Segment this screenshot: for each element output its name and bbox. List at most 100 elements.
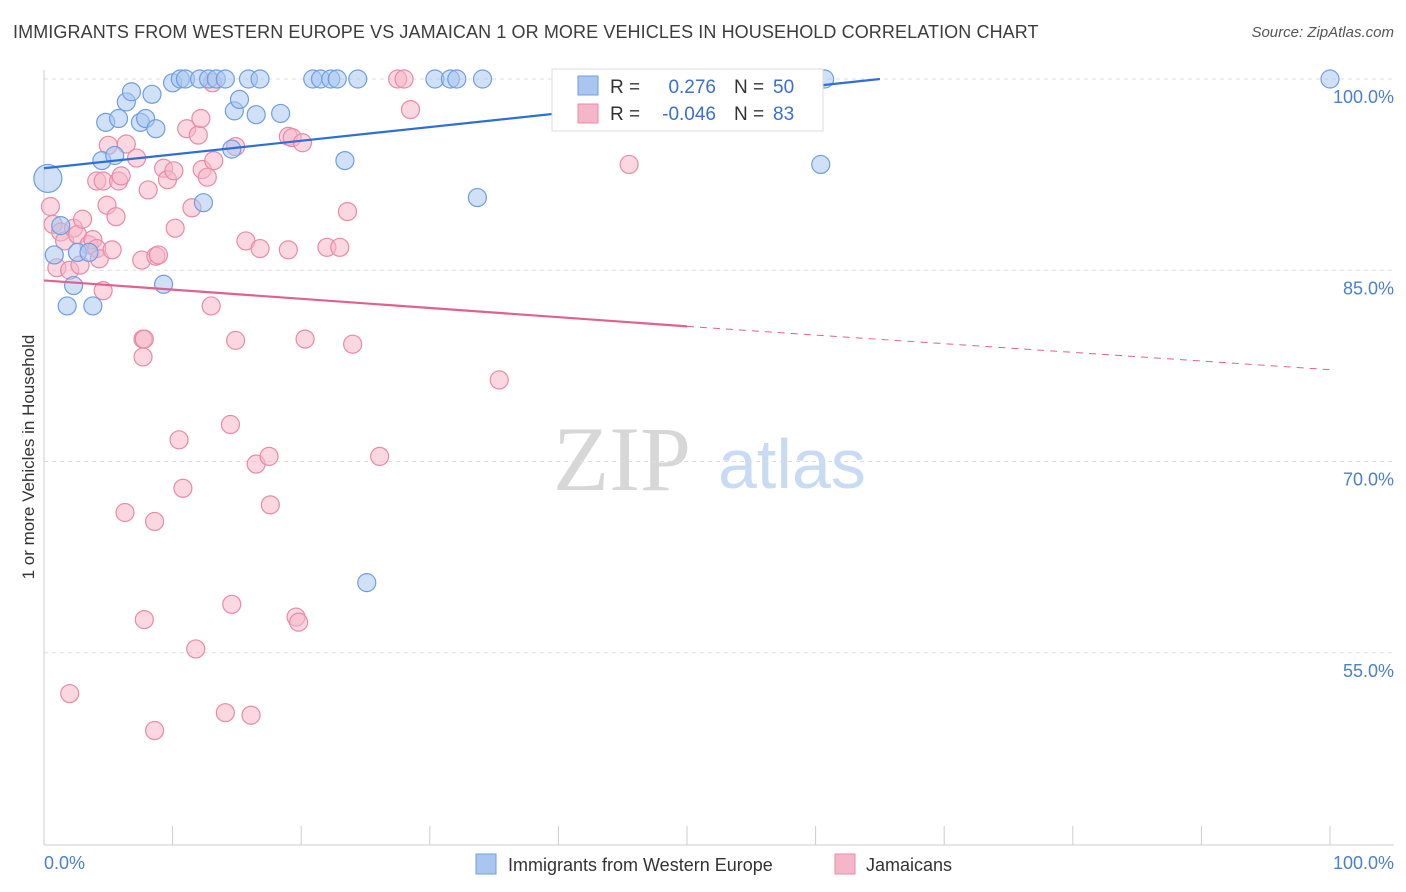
legend-swatch-jamaicans <box>834 853 856 875</box>
jamaicans-point <box>337 202 358 222</box>
western-europe-point <box>811 154 831 175</box>
western-europe-point <box>44 245 64 265</box>
jamaicans-point <box>394 69 414 89</box>
jamaicans-point <box>260 495 280 515</box>
western-europe-point <box>250 69 270 89</box>
jamaicans-point <box>40 196 61 217</box>
legend: Immigrants from Western Europe Jamaicans <box>475 853 952 875</box>
jamaicans-point <box>134 329 154 349</box>
y-tick-label: 70.0% <box>1343 470 1394 490</box>
jamaicans-point <box>169 430 189 450</box>
y-tick-label: 100.0% <box>1333 87 1394 107</box>
western-europe-points <box>33 69 1340 593</box>
jamaicans-point <box>111 166 131 186</box>
western-europe-point <box>193 193 214 213</box>
jamaicans-point <box>241 705 261 725</box>
stats-r-value-blue: 0.276 <box>668 77 716 98</box>
western-europe-point <box>83 296 103 316</box>
jamaicans-point <box>116 134 136 154</box>
jamaicans-point <box>400 99 421 120</box>
jamaicans-point <box>222 594 242 614</box>
jamaicans-point <box>220 414 241 435</box>
jamaicans-point <box>330 237 350 257</box>
jamaicans-point <box>250 238 270 259</box>
jamaicans-point <box>164 161 184 181</box>
jamaicans-point <box>148 245 169 265</box>
jamaicans-point <box>204 151 224 171</box>
stats-n-label-blue: N = <box>734 77 764 98</box>
jamaicans-point <box>215 703 235 723</box>
western-europe-point <box>79 242 99 262</box>
jamaicans-point <box>93 281 113 301</box>
watermark-atlas: atlas <box>718 425 866 503</box>
trendline-jamaicans <box>43 279 688 328</box>
western-europe-point <box>335 151 355 171</box>
jamaicans-point <box>165 218 185 238</box>
jamaicans-point <box>191 108 211 129</box>
jamaicans-point <box>197 167 217 187</box>
jamaicans-point <box>278 240 298 260</box>
western-europe-point <box>327 69 347 89</box>
grid <box>44 78 1394 654</box>
western-europe-point <box>215 69 235 89</box>
jamaicans-point <box>292 133 313 153</box>
western-europe-point <box>467 187 487 208</box>
stats-box: R = 0.276 N = 50 R = -0.046 N = 83 <box>551 68 824 132</box>
x-tick-label-left: 0.0% <box>44 853 85 873</box>
stats-r-label-pink: R = <box>610 104 640 125</box>
western-europe-point <box>229 89 250 110</box>
western-europe-point <box>1320 69 1340 89</box>
jamaicans-point <box>72 209 93 229</box>
jamaicans-point <box>102 240 122 260</box>
western-europe-point <box>146 119 166 139</box>
western-europe-point <box>246 105 266 125</box>
jamaicans-point <box>133 347 153 367</box>
jamaicans-point <box>289 612 309 632</box>
western-europe-point <box>472 69 493 89</box>
western-europe-point <box>271 103 291 124</box>
western-europe-point <box>57 296 77 316</box>
axes <box>43 70 1394 846</box>
stats-n-value-pink: 83 <box>773 104 794 125</box>
western-europe-point <box>447 69 467 89</box>
stats-swatch-pink <box>577 103 599 124</box>
legend-swatch-western-europe <box>475 853 497 875</box>
x-tick-label-right: 100.0% <box>1333 853 1394 873</box>
y-axis-title: 1 or more Vehicles in Household <box>19 335 38 580</box>
stats-r-label-blue: R = <box>610 77 640 98</box>
y-tick-label: 85.0% <box>1343 278 1394 298</box>
legend-label-western-europe: Immigrants from Western Europe <box>508 855 773 875</box>
jamaicans-point <box>619 154 639 175</box>
western-europe-point <box>348 69 368 89</box>
western-europe-point <box>33 163 63 194</box>
watermark-zip: ZIP <box>553 408 691 510</box>
western-europe-point <box>63 275 84 296</box>
jamaicans-point <box>259 446 279 466</box>
jamaicans-point <box>201 296 221 316</box>
western-europe-point <box>51 216 71 236</box>
western-europe-point <box>108 108 129 129</box>
jamaicans-point <box>138 180 158 200</box>
jamaicans-points <box>40 69 639 741</box>
jamaicans-point <box>144 720 165 741</box>
stats-swatch-blue <box>577 75 599 96</box>
y-tick-label: 55.0% <box>1343 661 1394 681</box>
stats-r-value-pink: -0.046 <box>662 104 716 125</box>
jamaicans-point <box>60 683 80 704</box>
source-credit: Source: ZipAtlas.com <box>1251 24 1394 41</box>
jamaicans-point <box>134 609 154 630</box>
jamaicans-point <box>173 478 193 498</box>
jamaicans-point <box>186 639 206 659</box>
stats-n-value-blue: 50 <box>773 77 794 98</box>
jamaicans-point <box>115 502 135 523</box>
western-europe-point <box>153 274 174 294</box>
jamaicans-point <box>226 330 246 350</box>
jamaicans-point <box>295 329 315 349</box>
legend-label-jamaicans: Jamaicans <box>866 855 952 875</box>
jamaicans-point <box>188 125 208 145</box>
trendline-jamaicans-extension <box>686 325 1331 371</box>
jamaicans-point <box>370 446 390 466</box>
x-ticks <box>43 826 1331 845</box>
y-tick-labels: 100.0% 85.0% 70.0% 55.0% <box>1333 87 1394 681</box>
